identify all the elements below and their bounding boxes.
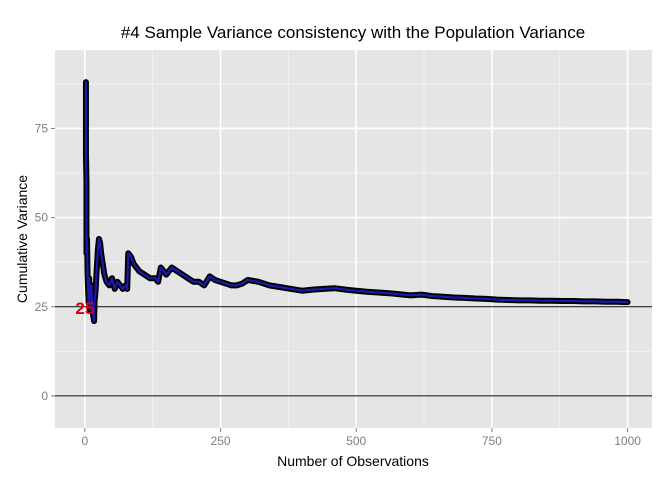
y-tick-label: 0	[41, 389, 48, 403]
y-tick-label: 25	[35, 300, 49, 314]
plot-panel	[55, 50, 652, 428]
y-tick-label: 50	[35, 211, 49, 225]
x-axis-ticks: 0 250 500 750 1000	[82, 428, 641, 448]
x-tick-label: 1000	[614, 434, 641, 448]
x-tick-label: 500	[346, 434, 366, 448]
population-variance-annotation: 25	[75, 299, 94, 318]
x-axis-title: Number of Observations	[277, 453, 429, 469]
x-tick-label: 0	[82, 434, 89, 448]
y-tick-label: 75	[35, 121, 49, 135]
chart-title: #4 Sample Variance consistency with the …	[121, 23, 585, 42]
x-tick-label: 250	[211, 434, 231, 448]
x-tick-label: 750	[482, 434, 502, 448]
y-axis-title: Cumulative Variance	[14, 175, 30, 303]
grid-minor	[55, 50, 652, 428]
reference-lines	[55, 306, 652, 397]
series-group	[82, 79, 631, 325]
y-axis-ticks: 0 25 50 75	[35, 121, 55, 403]
series-line	[84, 80, 629, 323]
